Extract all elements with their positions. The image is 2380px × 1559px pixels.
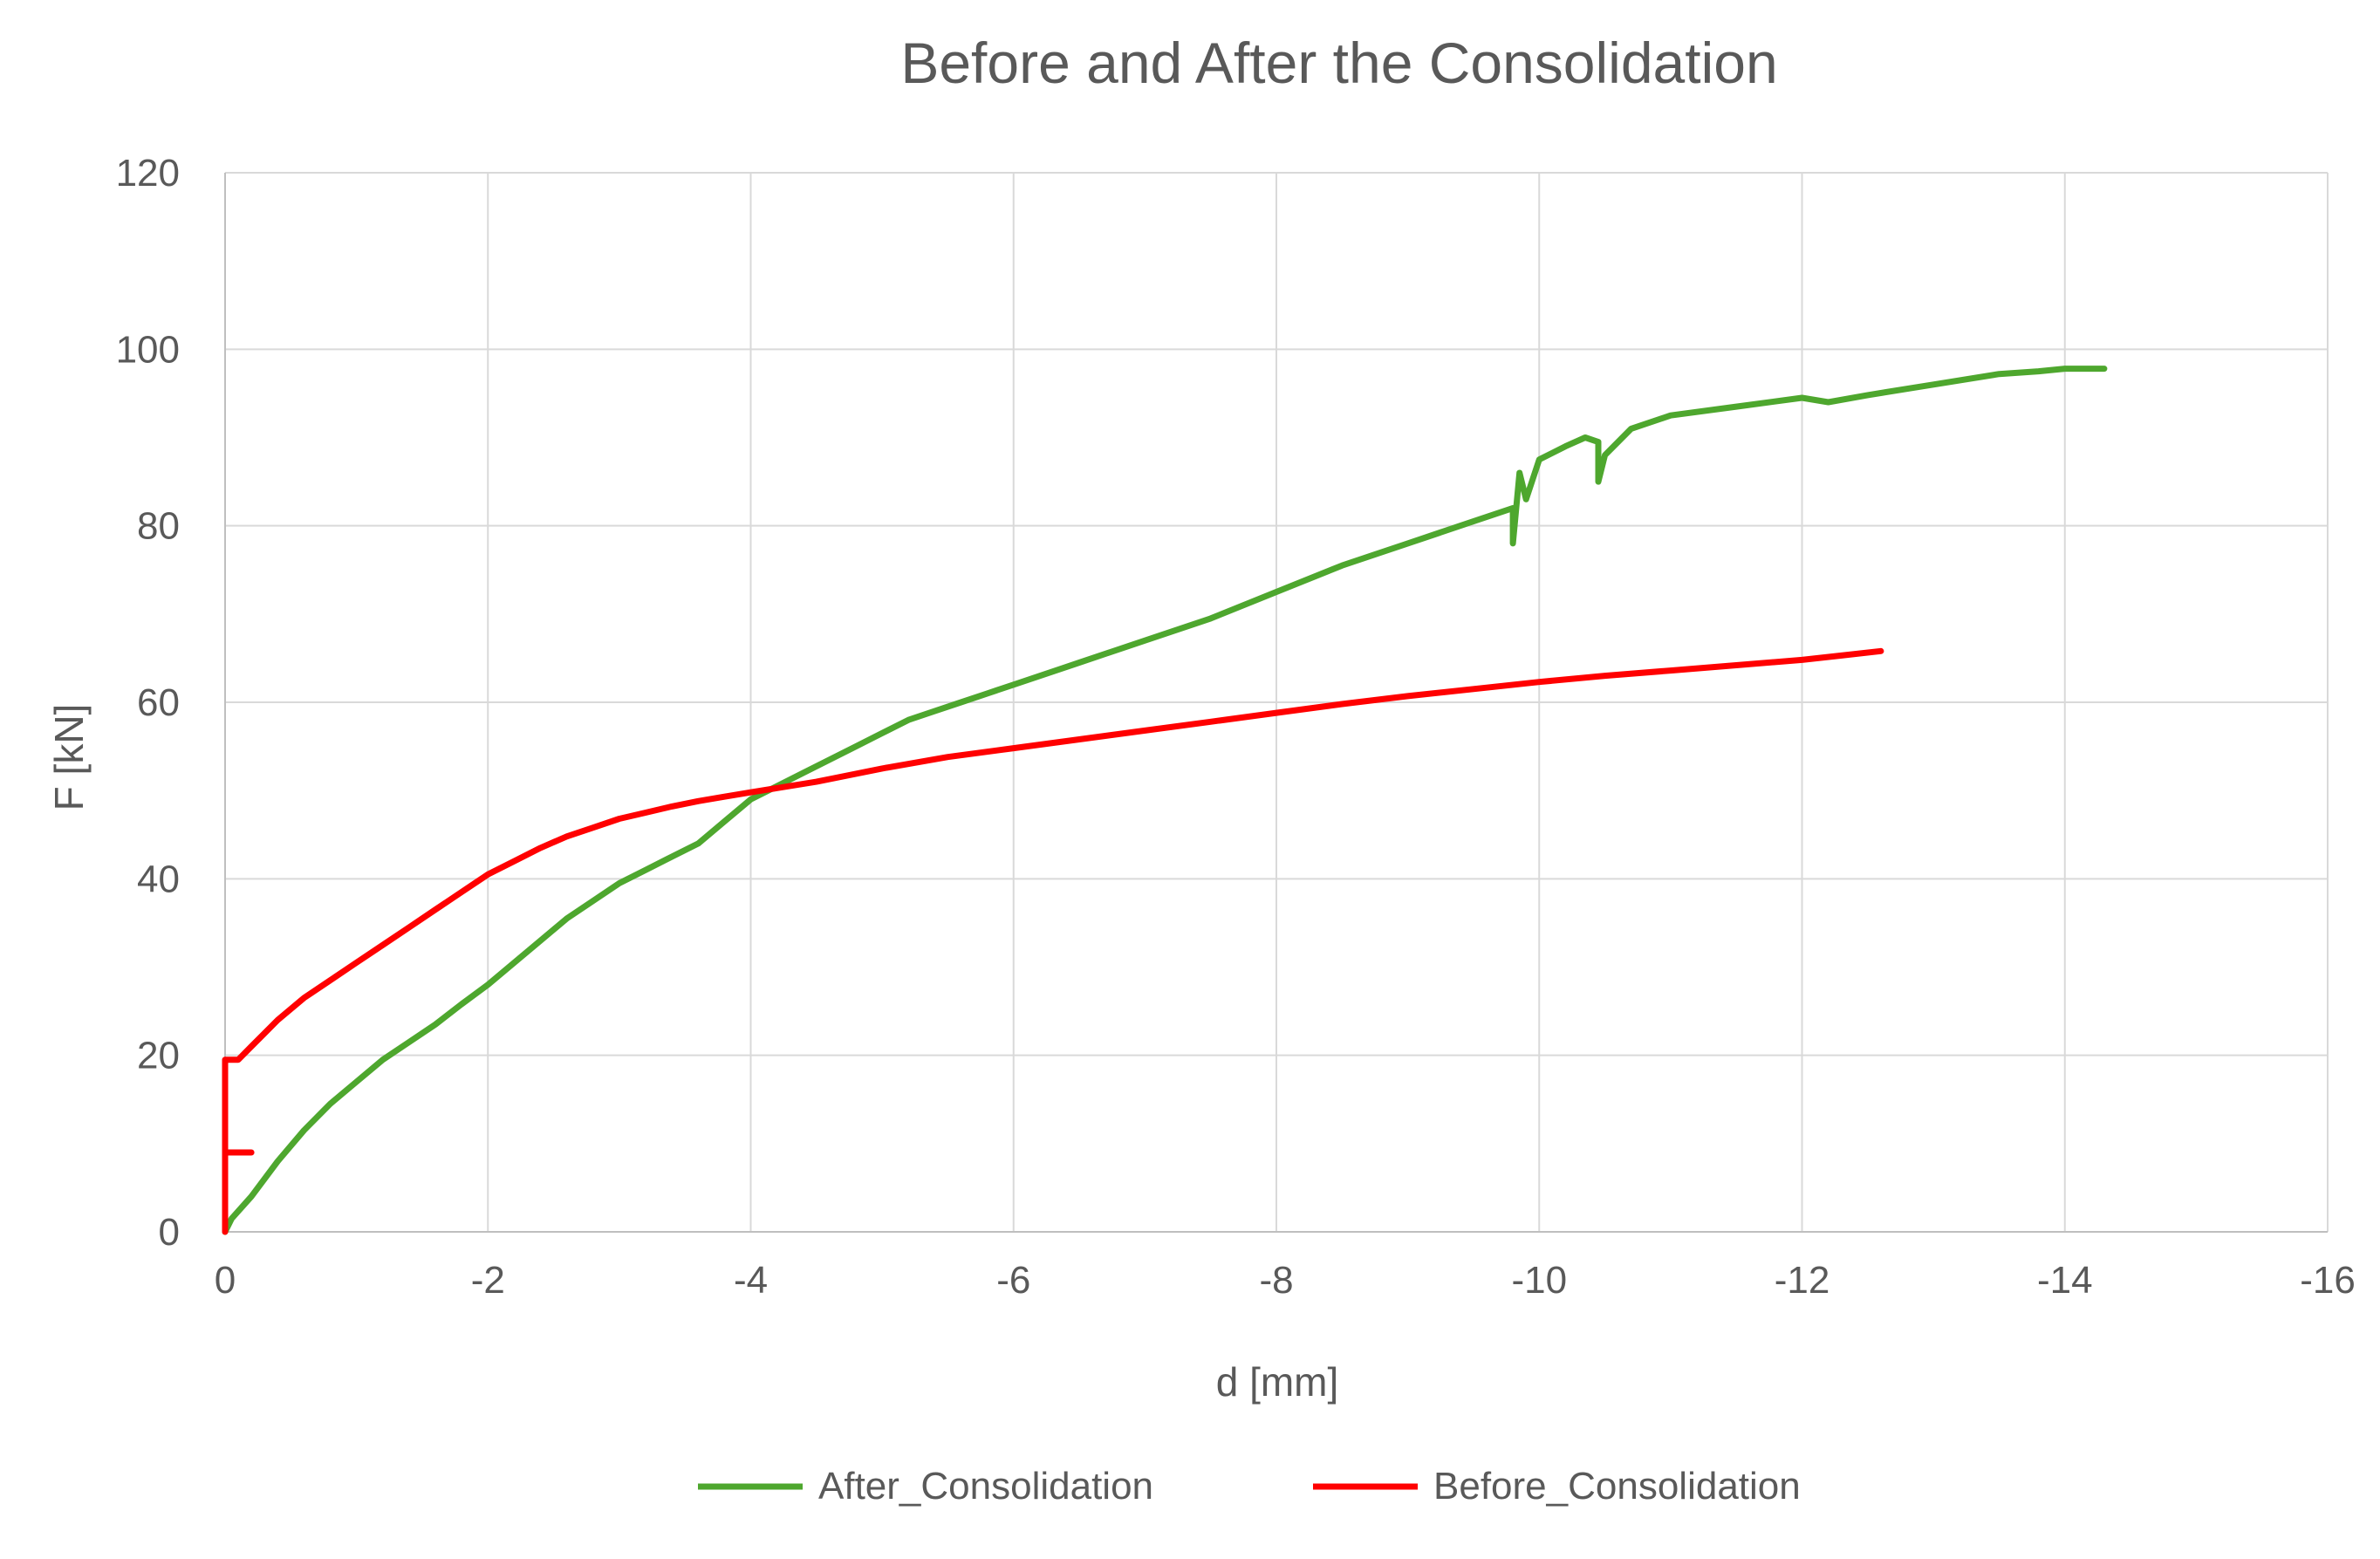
y-axis-label: F [kN] <box>46 704 92 811</box>
legend: After_Consolidation Before_Consolidation <box>698 1465 1801 1508</box>
legend-label: Before_Consolidation <box>1433 1465 1801 1508</box>
x-tick-label: -12 <box>1775 1259 1830 1302</box>
tick-labels: 0 -2 -4 -6 -8 -10 -12 -14 -16 0 20 40 60 80 100 120 <box>116 152 2356 1302</box>
x-tick-label: -2 <box>471 1259 505 1302</box>
series-line-after-consolidation <box>222 366 2108 1235</box>
legend-label: After_Consolidation <box>818 1465 1153 1508</box>
y-tick-label: 0 <box>159 1211 180 1254</box>
axes <box>224 173 2328 1233</box>
x-tick-label: -6 <box>996 1259 1030 1302</box>
y-tick-label: 80 <box>137 505 180 548</box>
chart-title: Before and After the Consolidation <box>900 31 1777 95</box>
x-tick-label: -8 <box>1259 1259 1293 1302</box>
y-tick-label: 40 <box>137 858 180 900</box>
series-lines <box>222 366 2108 1235</box>
x-tick-label: 0 <box>215 1259 236 1302</box>
y-tick-label: 100 <box>116 328 180 371</box>
series-line-before-consolidation <box>222 647 1884 1235</box>
y-tick-label: 120 <box>116 152 180 195</box>
y-tick-label: 20 <box>137 1035 180 1077</box>
x-tick-label: -10 <box>1511 1259 1567 1302</box>
x-tick-label: -16 <box>2300 1259 2356 1302</box>
y-tick-label: 60 <box>137 681 180 724</box>
x-tick-label: -4 <box>734 1259 768 1302</box>
x-tick-label: -14 <box>2037 1259 2093 1302</box>
x-axis-label: d [mm] <box>1216 1359 1339 1405</box>
